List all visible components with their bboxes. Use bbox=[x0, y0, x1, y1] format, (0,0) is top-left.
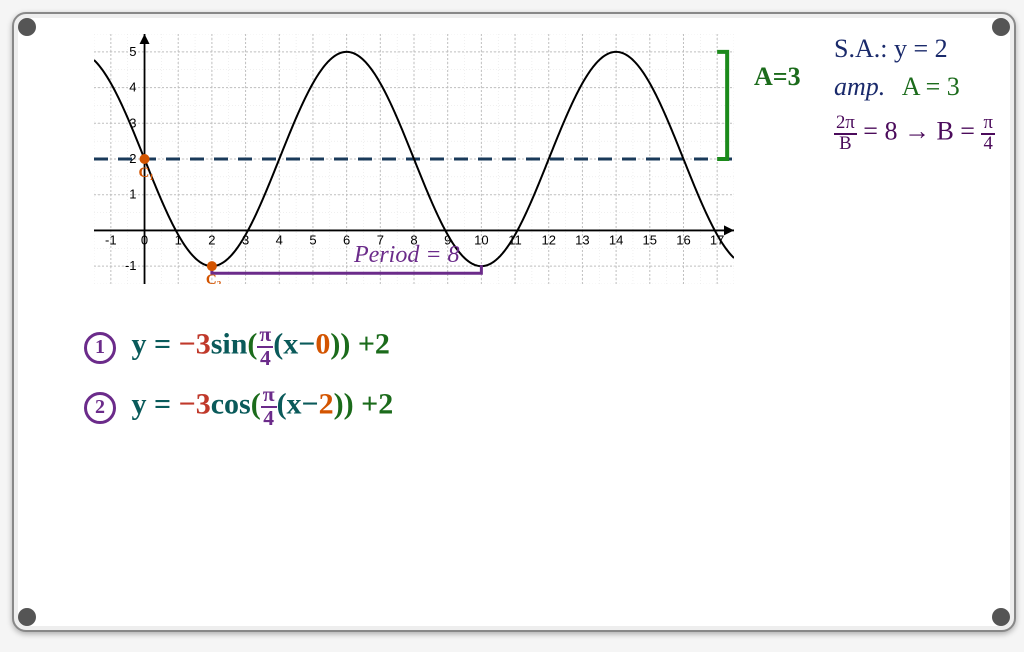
svg-text:1: 1 bbox=[129, 187, 136, 202]
svg-text:14: 14 bbox=[609, 232, 623, 247]
corner-screw bbox=[992, 608, 1010, 626]
amplitude-note: amp. A = 3 bbox=[834, 72, 960, 102]
b-derivation: 2π B = 8 → B = π 4 bbox=[834, 114, 995, 153]
svg-text:C₁: C₁ bbox=[139, 165, 154, 181]
svg-text:5: 5 bbox=[309, 232, 316, 247]
svg-text:6: 6 bbox=[343, 232, 350, 247]
pi-over-4: π 4 bbox=[981, 114, 994, 153]
amplitude-label: A=3 bbox=[754, 62, 801, 92]
eq1-frac: π4 bbox=[257, 324, 273, 369]
svg-text:10: 10 bbox=[474, 232, 488, 247]
svg-text:16: 16 bbox=[676, 232, 690, 247]
corner-screw bbox=[18, 18, 36, 36]
corner-screw bbox=[18, 608, 36, 626]
svg-text:15: 15 bbox=[643, 232, 657, 247]
b-eq-text: = 8 → B = bbox=[857, 117, 982, 146]
sa-value: y = 2 bbox=[894, 34, 948, 63]
eq2-frac: π4 bbox=[261, 384, 277, 429]
equation-2: 2 y = −3cos(π4(x−2)) +2 bbox=[84, 384, 393, 429]
amp-prefix: amp. bbox=[834, 72, 885, 101]
sa-prefix: S.A.: bbox=[834, 34, 887, 63]
svg-text:5: 5 bbox=[129, 44, 136, 59]
svg-text:4: 4 bbox=[276, 232, 283, 247]
eq1-number: 1 bbox=[84, 332, 116, 364]
svg-text:C₂: C₂ bbox=[206, 272, 222, 284]
whiteboard: -101234567891011121314151617-112345C₁C₂ … bbox=[12, 12, 1016, 632]
svg-text:13: 13 bbox=[575, 232, 589, 247]
sinusoidal-axis-note: S.A.: y = 2 bbox=[834, 34, 948, 64]
svg-text:2: 2 bbox=[208, 232, 215, 247]
svg-text:-1: -1 bbox=[125, 258, 137, 273]
two-pi-over-b: 2π B bbox=[834, 114, 857, 153]
equation-1: 1 y = −3sin(π4(x−0)) +2 bbox=[84, 324, 390, 369]
eq2-number: 2 bbox=[84, 392, 116, 424]
period-label: Period = 8 bbox=[354, 242, 460, 269]
amp-value: A = 3 bbox=[902, 72, 960, 101]
svg-text:12: 12 bbox=[542, 232, 556, 247]
svg-text:-1: -1 bbox=[105, 232, 117, 247]
corner-screw bbox=[992, 18, 1010, 36]
svg-text:4: 4 bbox=[129, 80, 136, 95]
